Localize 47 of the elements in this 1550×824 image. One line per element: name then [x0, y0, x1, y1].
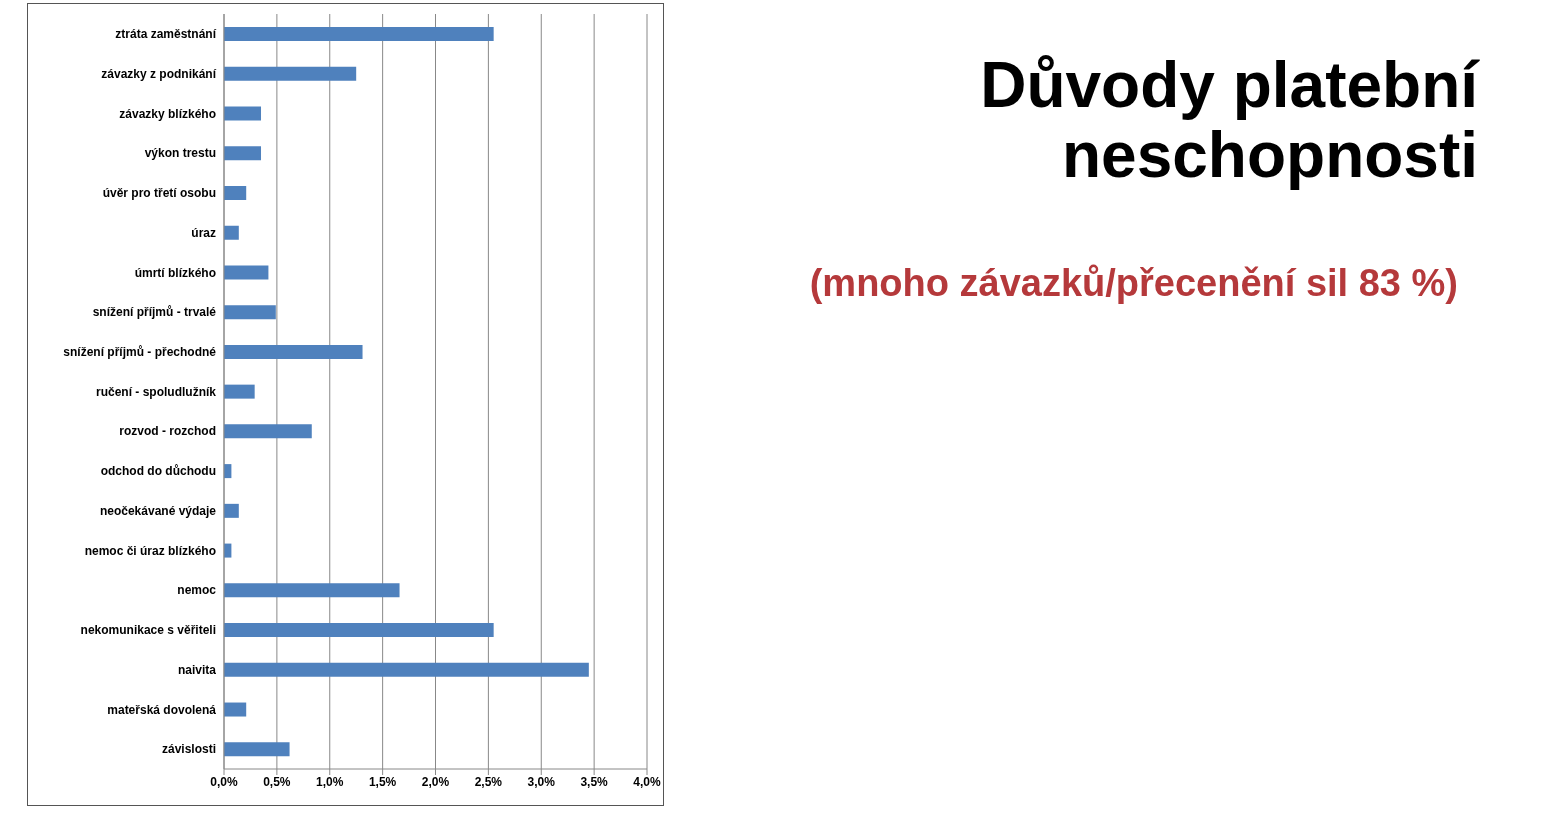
- x-tick-label: 2,5%: [474, 774, 503, 789]
- bar: [224, 225, 239, 240]
- x-tick-label: 1,0%: [316, 774, 344, 789]
- bar: [224, 146, 262, 161]
- bar: [224, 27, 494, 41]
- bar: [224, 702, 247, 717]
- x-tick-label: 0,5%: [263, 774, 291, 789]
- bar: [224, 742, 290, 757]
- y-tick-label: neočekávané výdaje: [99, 503, 217, 518]
- y-tick-label: naivita: [177, 662, 217, 677]
- text: (mnoho závazků/přecenění sil 83 %): [808, 262, 1458, 305]
- y-tick-label: snížení příjmů - přechodné: [63, 345, 217, 360]
- y-tick-label: ztráta zaměstnání: [115, 27, 217, 42]
- text: Důvody platební neschopnosti: [979, 49, 1478, 191]
- x-tick-label: 1,5%: [368, 774, 397, 789]
- bar: [224, 265, 269, 280]
- y-tick-label: úvěr pro třetí osobu: [102, 186, 216, 201]
- y-tick-label: závazky blízkého: [119, 106, 216, 121]
- bar: [224, 185, 247, 200]
- y-tick-label: výkon trestu: [144, 146, 216, 161]
- bar: [224, 384, 255, 399]
- bar: [224, 305, 276, 320]
- bar: [224, 662, 589, 677]
- x-tick-label: 3,5%: [580, 774, 609, 789]
- x-tick-label: 2,0%: [421, 774, 450, 789]
- y-tick-label: rozvod - rozchod: [119, 424, 216, 439]
- y-tick-label: závazky z podnikání: [101, 66, 217, 81]
- y-tick-label: úmrtí blízkého: [134, 265, 216, 280]
- x-tick-label: 4,0%: [633, 774, 661, 789]
- x-tick-label: 3,0%: [527, 774, 556, 789]
- y-tick-label: nekomunikace s věřiteli: [80, 623, 216, 638]
- bar: [224, 66, 357, 81]
- bar: [224, 583, 400, 598]
- y-tick-label: úraz: [191, 225, 216, 240]
- x-tick-label: 0,0%: [210, 774, 238, 789]
- y-tick-label: odchod do důchodu: [100, 464, 216, 479]
- y-tick-label: závislosti: [161, 742, 216, 757]
- y-tick-label: nemoc: [177, 583, 217, 598]
- bar: [224, 344, 363, 359]
- bar: [224, 623, 494, 638]
- bar: [224, 106, 262, 121]
- y-tick-label: mateřská dovolená: [107, 702, 217, 717]
- y-tick-label: nemoc či úraz blízkého: [84, 543, 216, 558]
- bar: [224, 424, 312, 439]
- y-tick-label: ručení - spoludlužník: [95, 384, 217, 399]
- y-tick-label: snížení příjmů - trvalé: [92, 305, 217, 320]
- bar: [224, 503, 239, 518]
